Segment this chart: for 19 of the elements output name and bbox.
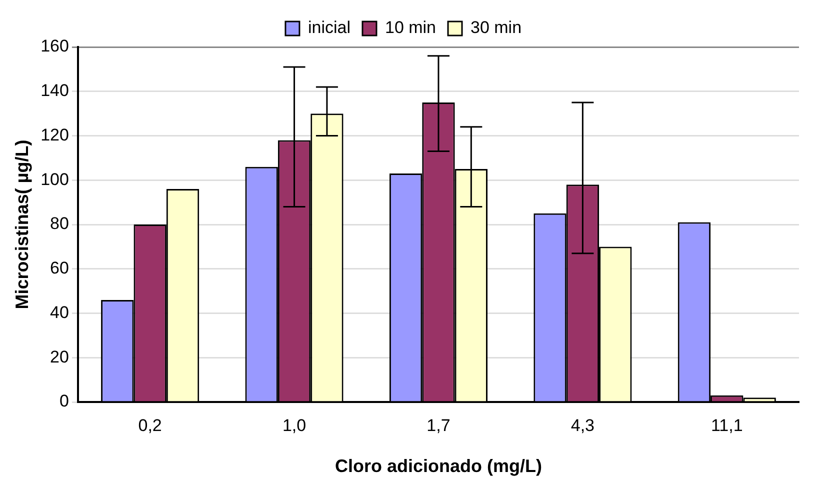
y-tick-label: 160 — [40, 36, 69, 56]
legend-label: 10 min — [384, 18, 436, 38]
legend-label: inicial — [308, 18, 350, 38]
x-tick-label: 0,2 — [138, 416, 162, 435]
x-axis-title: Cloro adicionado (mg/L) — [334, 456, 542, 476]
y-axis-title: Microcistinas( µg/L) — [12, 140, 32, 310]
x-tick-label: 4,3 — [570, 416, 595, 435]
x-tick-label: 11,1 — [710, 416, 743, 435]
y-tick-label: 40 — [50, 302, 69, 322]
y-tick-label: 120 — [40, 125, 69, 144]
y-tick-label: 60 — [50, 258, 69, 278]
legend-label: 30 min — [470, 18, 522, 38]
y-tick-label: 100 — [40, 170, 69, 189]
x-tick-label: 1,7 — [426, 416, 450, 435]
y-tick-label: 140 — [40, 81, 69, 100]
y-tick-label: 20 — [50, 347, 69, 366]
y-tick-label: 0 — [59, 392, 69, 411]
y-tick-label: 80 — [50, 214, 69, 234]
x-tick-label: 1,0 — [282, 416, 306, 435]
